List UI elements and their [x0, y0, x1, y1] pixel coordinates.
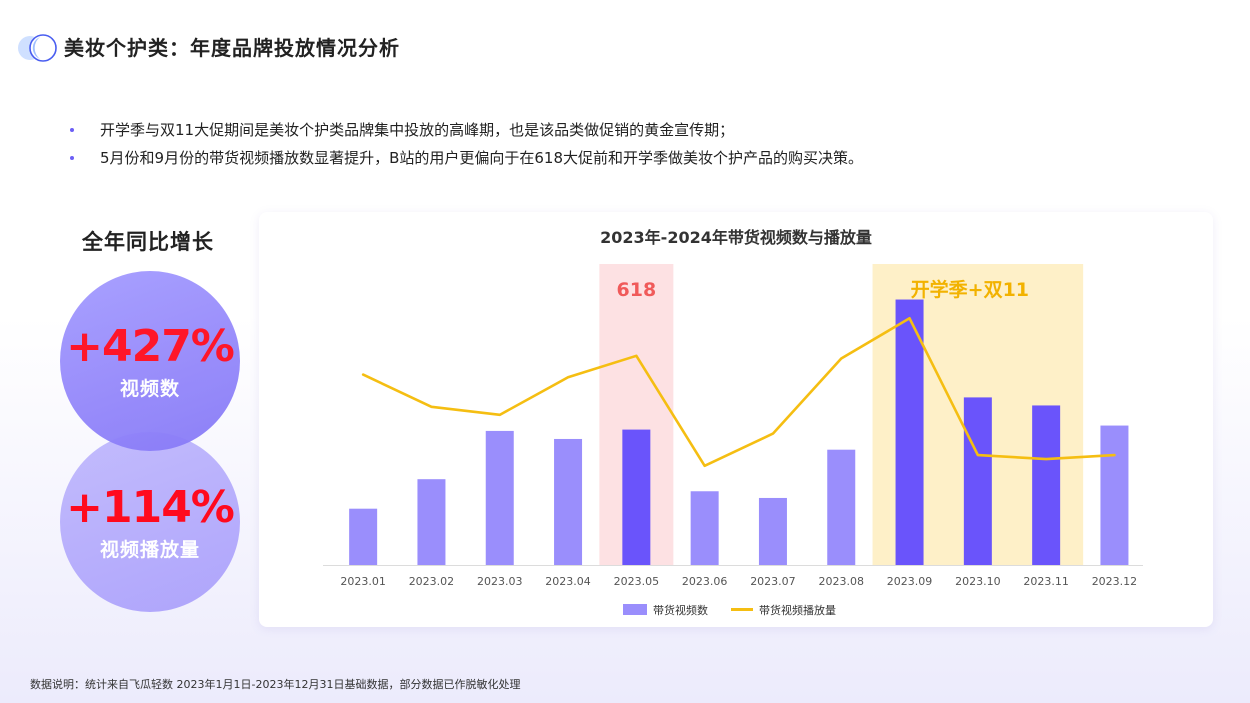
growth-circle-videos: +427% 视频数 — [60, 271, 240, 451]
growth-value: +427% — [66, 320, 235, 372]
annotation-label: 618 — [617, 279, 657, 301]
chart-title: 2023年-2024年带货视频数与播放量 — [600, 228, 872, 247]
x-tick-label: 2023.01 — [340, 575, 386, 588]
x-tick-label: 2023.10 — [955, 575, 1001, 588]
legend-label: 带货视频播放量 — [759, 603, 836, 617]
x-tick-label: 2023.06 — [682, 575, 728, 588]
growth-label: 视频播放量 — [99, 538, 200, 561]
bar-2023.05 — [622, 429, 651, 565]
x-tick-label: 2023.08 — [819, 575, 865, 588]
page-title: 美妆个护类：年度品牌投放情况分析 — [64, 36, 400, 60]
insight-item: 5月份和9月份的带货视频播放数显著提升，B站的用户更偏向于在618大促前和开学季… — [70, 144, 863, 172]
bar-2023.10 — [963, 397, 992, 565]
bar-2023.04 — [554, 438, 583, 565]
bar-2023.03 — [485, 430, 514, 565]
views-line — [361, 316, 1116, 468]
growth-label: 视频数 — [119, 377, 180, 400]
growth-title: 全年同比增长 — [82, 230, 214, 254]
bar-2023.08 — [827, 449, 856, 565]
x-tick-label: 2023.09 — [887, 575, 933, 588]
bar-2023.07 — [758, 497, 787, 565]
insight-text: 5月份和9月份的带货视频播放数显著提升，B站的用户更偏向于在618大促前和开学季… — [100, 149, 864, 167]
x-tick-label: 2023.12 — [1092, 575, 1138, 588]
x-tick-label: 2023.02 — [409, 575, 455, 588]
annotation-label: 开学季+双11 — [911, 278, 1029, 301]
bullet-dot-icon — [70, 128, 74, 132]
x-tick-label: 2023.04 — [545, 575, 591, 588]
x-tick-label: 2023.07 — [750, 575, 796, 588]
insight-list: 开学季与双11大促期间是美妆个护类品牌集中投放的高峰期，也是该品类做促销的黄金宣… — [70, 116, 863, 172]
insight-text: 开学季与双11大促期间是美妆个护类品牌集中投放的高峰期，也是该品类做促销的黄金宣… — [100, 121, 735, 139]
x-tick-label: 2023.05 — [614, 575, 660, 588]
growth-value: +114% — [66, 481, 235, 533]
data-footnote: 数据说明：统计来自飞瓜轻数 2023年1月1日-2023年12月31日基础数据，… — [30, 678, 521, 691]
legend-swatch-bar — [623, 604, 647, 615]
bar-2023.06 — [690, 491, 719, 565]
bar-2023.02 — [417, 479, 446, 565]
x-tick-label: 2023.11 — [1023, 575, 1069, 588]
bar-2023.11 — [1032, 405, 1061, 565]
combo-chart: 2023年-2024年带货视频数与播放量 618 开学季+双11 2023.01 202… — [323, 228, 1143, 617]
title-circles-icon — [18, 34, 57, 62]
bar-2023.01 — [349, 508, 378, 565]
bar-2023.09 — [895, 299, 924, 565]
x-tick-label: 2023.03 — [477, 575, 523, 588]
growth-circle-views: +114% 视频播放量 — [60, 432, 240, 612]
bullet-dot-icon — [70, 156, 74, 160]
bar-2023.12 — [1100, 425, 1129, 565]
chart-card: 2023年-2024年带货视频数与播放量 618 开学季+双11 2023.01 202… — [259, 212, 1213, 627]
insight-item: 开学季与双11大促期间是美妆个护类品牌集中投放的高峰期，也是该品类做促销的黄金宣… — [70, 116, 863, 144]
legend-label: 带货视频数 — [653, 603, 708, 617]
